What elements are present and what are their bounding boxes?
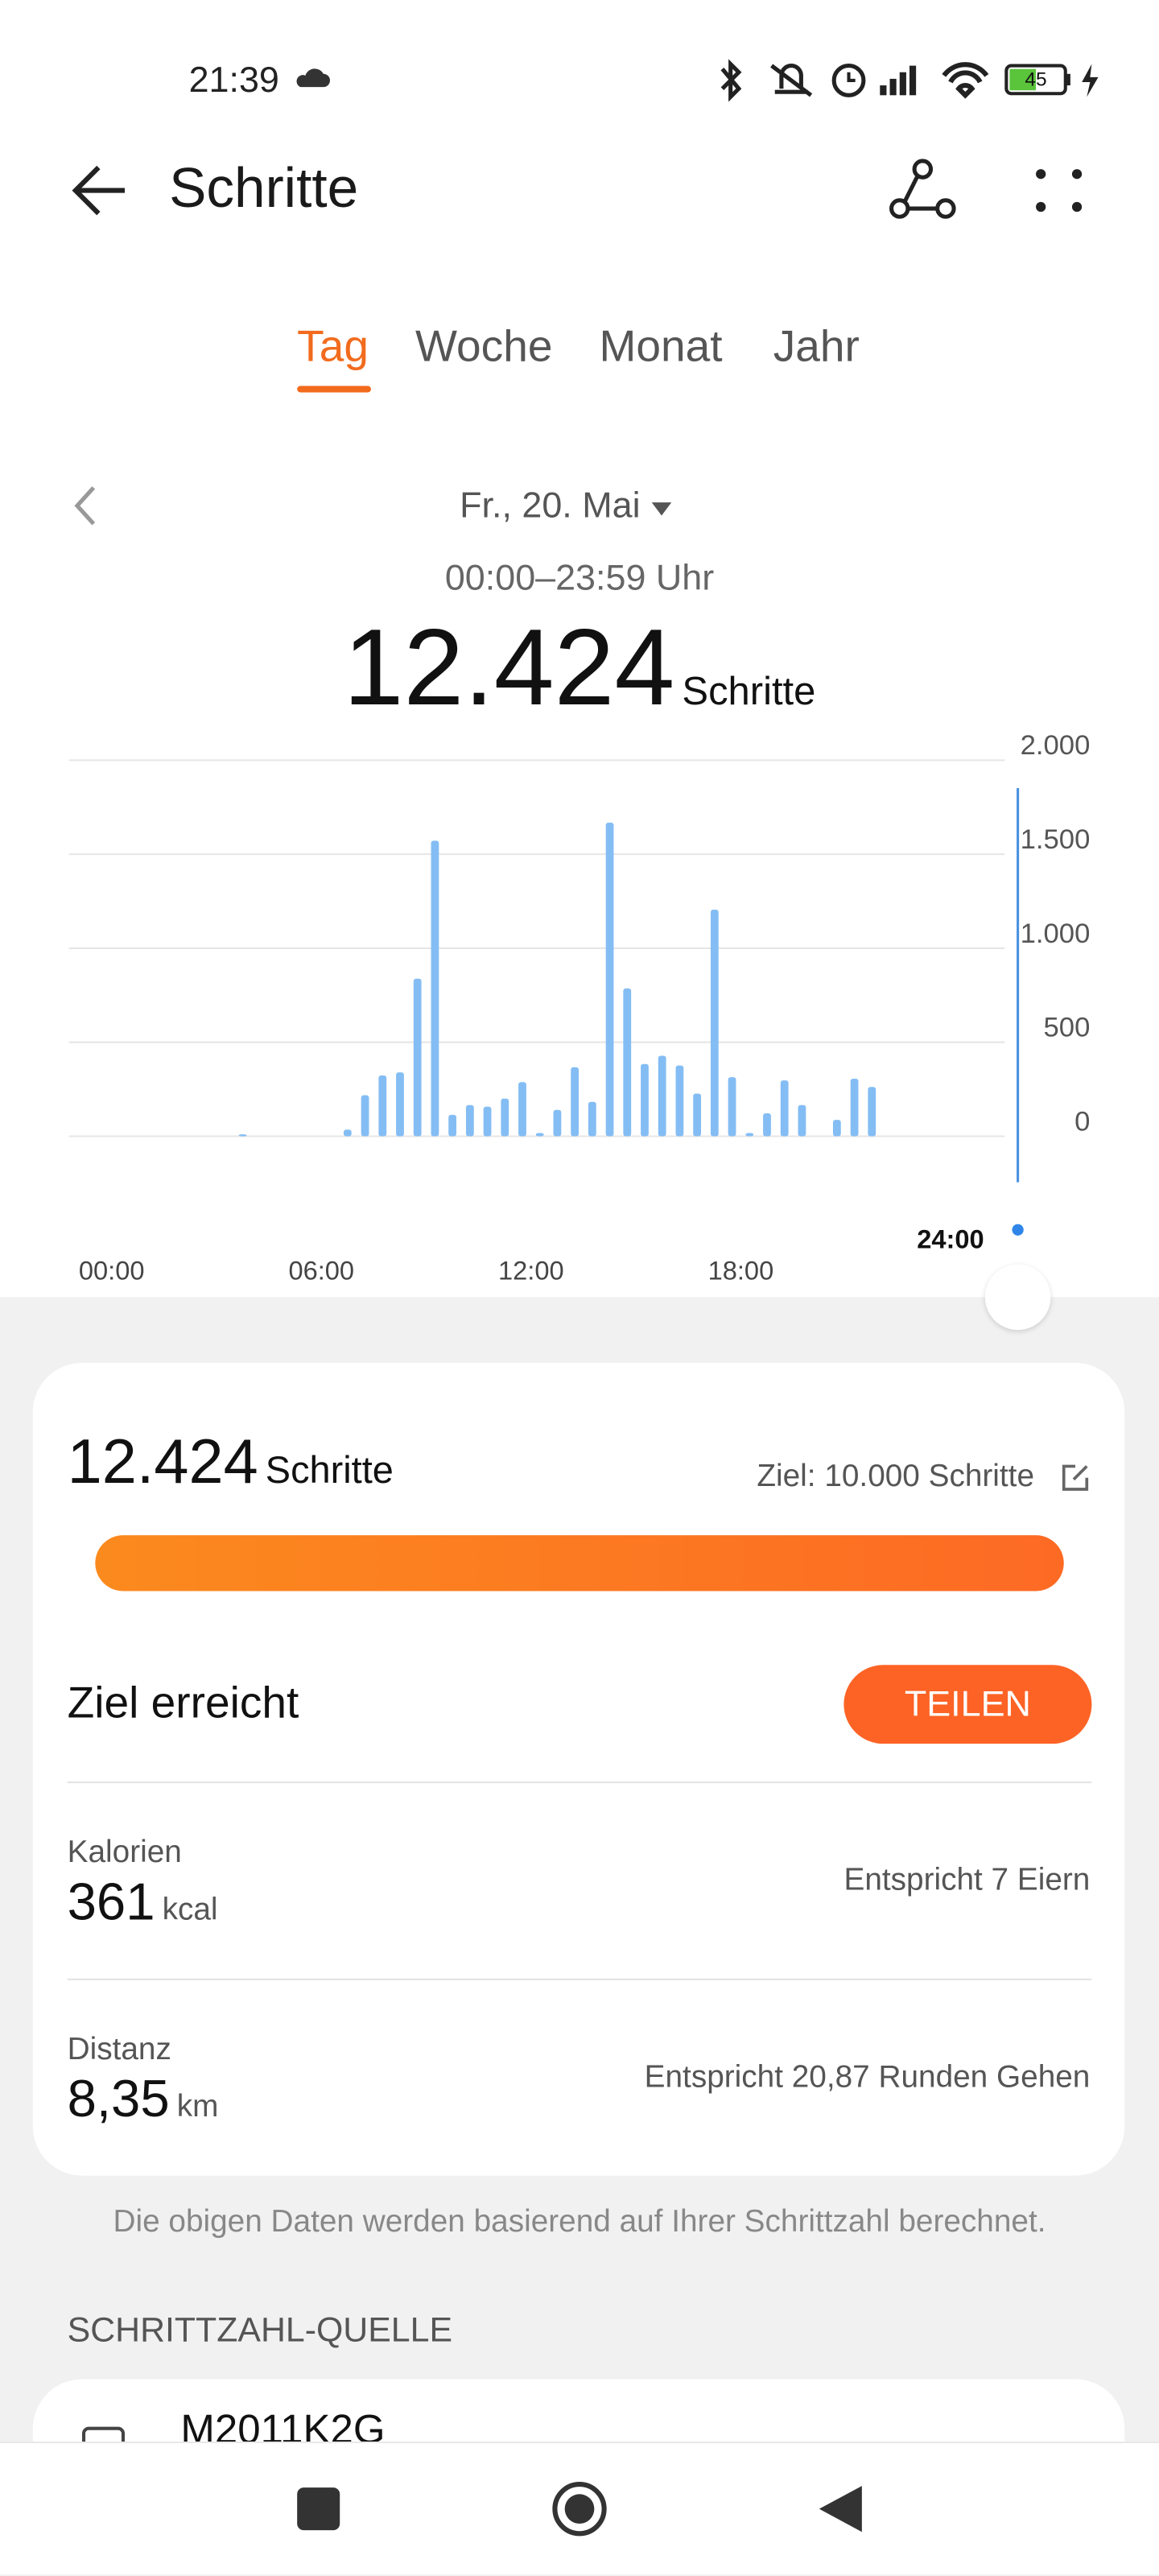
bar bbox=[850, 1079, 859, 1137]
edit-goal[interactable] bbox=[1059, 1461, 1092, 1494]
tab-week[interactable]: Woche bbox=[415, 321, 553, 371]
y-tick-label: 0 bbox=[1074, 1106, 1090, 1137]
page-title: Schritte bbox=[169, 157, 359, 221]
bar bbox=[553, 1109, 562, 1137]
share-button[interactable]: TEILEN bbox=[843, 1665, 1092, 1744]
bar bbox=[763, 1113, 771, 1137]
distance: 8,35 km bbox=[68, 2069, 219, 2129]
bar bbox=[832, 1120, 841, 1137]
bar bbox=[798, 1104, 806, 1137]
distance-unit: km bbox=[176, 2090, 219, 2125]
bar bbox=[483, 1106, 492, 1137]
nav-bar bbox=[0, 2442, 1159, 2575]
total-unit: Schritte bbox=[682, 670, 816, 715]
steps: 12.424 Schritte bbox=[68, 1429, 394, 1500]
steps-value: 12.424 bbox=[67, 1428, 258, 1498]
distance-note: Entspricht 20,87 Runden Gehen bbox=[644, 2060, 1091, 2095]
x-tick-label: 12:00 bbox=[498, 1255, 564, 1285]
bar bbox=[431, 840, 439, 1137]
bar bbox=[710, 910, 719, 1137]
bar bbox=[518, 1082, 526, 1137]
back-button[interactable] bbox=[66, 158, 132, 224]
steps-unit: Schritte bbox=[265, 1448, 394, 1492]
y-tick-label: 500 bbox=[1044, 1013, 1091, 1043]
divider bbox=[67, 1978, 1092, 1980]
summary-card bbox=[32, 1362, 1125, 2176]
tab-year[interactable]: Jahr bbox=[773, 321, 860, 371]
calories-value: 361 bbox=[67, 1872, 155, 1931]
cursor-dot bbox=[1012, 1224, 1024, 1236]
time-range: 00:00–23:59 Uhr bbox=[444, 556, 715, 598]
x-tick-label: 00:00 bbox=[79, 1255, 145, 1285]
top-area bbox=[0, 0, 1159, 1298]
tab-indicator bbox=[297, 386, 371, 393]
x-tick-label: 18:00 bbox=[708, 1255, 774, 1285]
bar bbox=[588, 1101, 596, 1137]
chart: 0 500 1.000 1.500 2.000 00:00 06:00 12:00 18:00 2… bbox=[68, 730, 1091, 1285]
bar bbox=[780, 1080, 789, 1137]
bar bbox=[571, 1067, 580, 1137]
bar bbox=[396, 1072, 404, 1137]
bar bbox=[693, 1093, 702, 1137]
bar bbox=[605, 822, 614, 1137]
home[interactable] bbox=[550, 2479, 608, 2538]
tab-month[interactable]: Monat bbox=[599, 321, 723, 371]
section-title: SCHRITTZAHL-QUELLE bbox=[67, 2311, 453, 2350]
total-value: 12.424 bbox=[343, 605, 675, 728]
divider bbox=[67, 1781, 1092, 1784]
route-button[interactable] bbox=[886, 158, 959, 224]
footnote: Die obigen Daten werden basierend auf Ih… bbox=[113, 2205, 1046, 2240]
bar bbox=[501, 1098, 509, 1137]
battery-level: 45 bbox=[1025, 68, 1046, 90]
bar bbox=[728, 1077, 736, 1137]
x-tick-label: 24:00 bbox=[917, 1224, 984, 1254]
bar bbox=[641, 1063, 649, 1137]
bar bbox=[448, 1114, 457, 1137]
goal: Ziel: 10.000 Schritte bbox=[757, 1459, 1035, 1495]
bar bbox=[465, 1104, 474, 1137]
more-button[interactable] bbox=[1031, 164, 1087, 220]
tab-day[interactable]: Tag bbox=[297, 321, 369, 371]
calories-unit: kcal bbox=[162, 1893, 218, 1928]
goal-status: Ziel erreicht bbox=[67, 1678, 299, 1728]
calories-note: Entspricht 7 Eiern bbox=[843, 1864, 1091, 1898]
bar bbox=[413, 978, 422, 1137]
bar bbox=[675, 1065, 684, 1137]
bar bbox=[361, 1095, 369, 1137]
bar bbox=[343, 1129, 352, 1137]
back[interactable] bbox=[816, 2483, 865, 2535]
clock: 21:39 bbox=[188, 59, 279, 101]
distance-value: 8,35 bbox=[67, 2069, 170, 2128]
y-tick-label: 1.000 bbox=[1021, 919, 1091, 949]
recent-apps[interactable] bbox=[295, 2486, 341, 2532]
bar bbox=[658, 1055, 666, 1137]
date: Fr., 20. Mai bbox=[460, 484, 641, 526]
x-tick-label: 06:00 bbox=[288, 1255, 354, 1285]
date-selector[interactable]: Fr., 20. Mai bbox=[460, 485, 674, 527]
total: 12.424 Schritte bbox=[0, 605, 1159, 729]
distance-label: Distanz bbox=[67, 2033, 171, 2067]
status-icons: 45 bbox=[720, 59, 1099, 102]
bar bbox=[535, 1133, 544, 1137]
bar bbox=[623, 988, 632, 1137]
bar bbox=[238, 1134, 247, 1137]
dropdown-icon bbox=[652, 502, 672, 516]
y-tick-label: 1.500 bbox=[1021, 824, 1091, 855]
bar bbox=[868, 1087, 876, 1137]
progress-bar bbox=[95, 1535, 1064, 1591]
cloud-icon bbox=[296, 68, 330, 88]
y-tick-label: 2.000 bbox=[1021, 730, 1091, 761]
calories: 361 kcal bbox=[68, 1872, 218, 1932]
slider-handle[interactable] bbox=[984, 1264, 1051, 1331]
bar bbox=[378, 1075, 387, 1137]
prev-day[interactable] bbox=[69, 483, 102, 529]
bar bbox=[745, 1133, 754, 1137]
calories-label: Kalorien bbox=[67, 1835, 182, 1871]
